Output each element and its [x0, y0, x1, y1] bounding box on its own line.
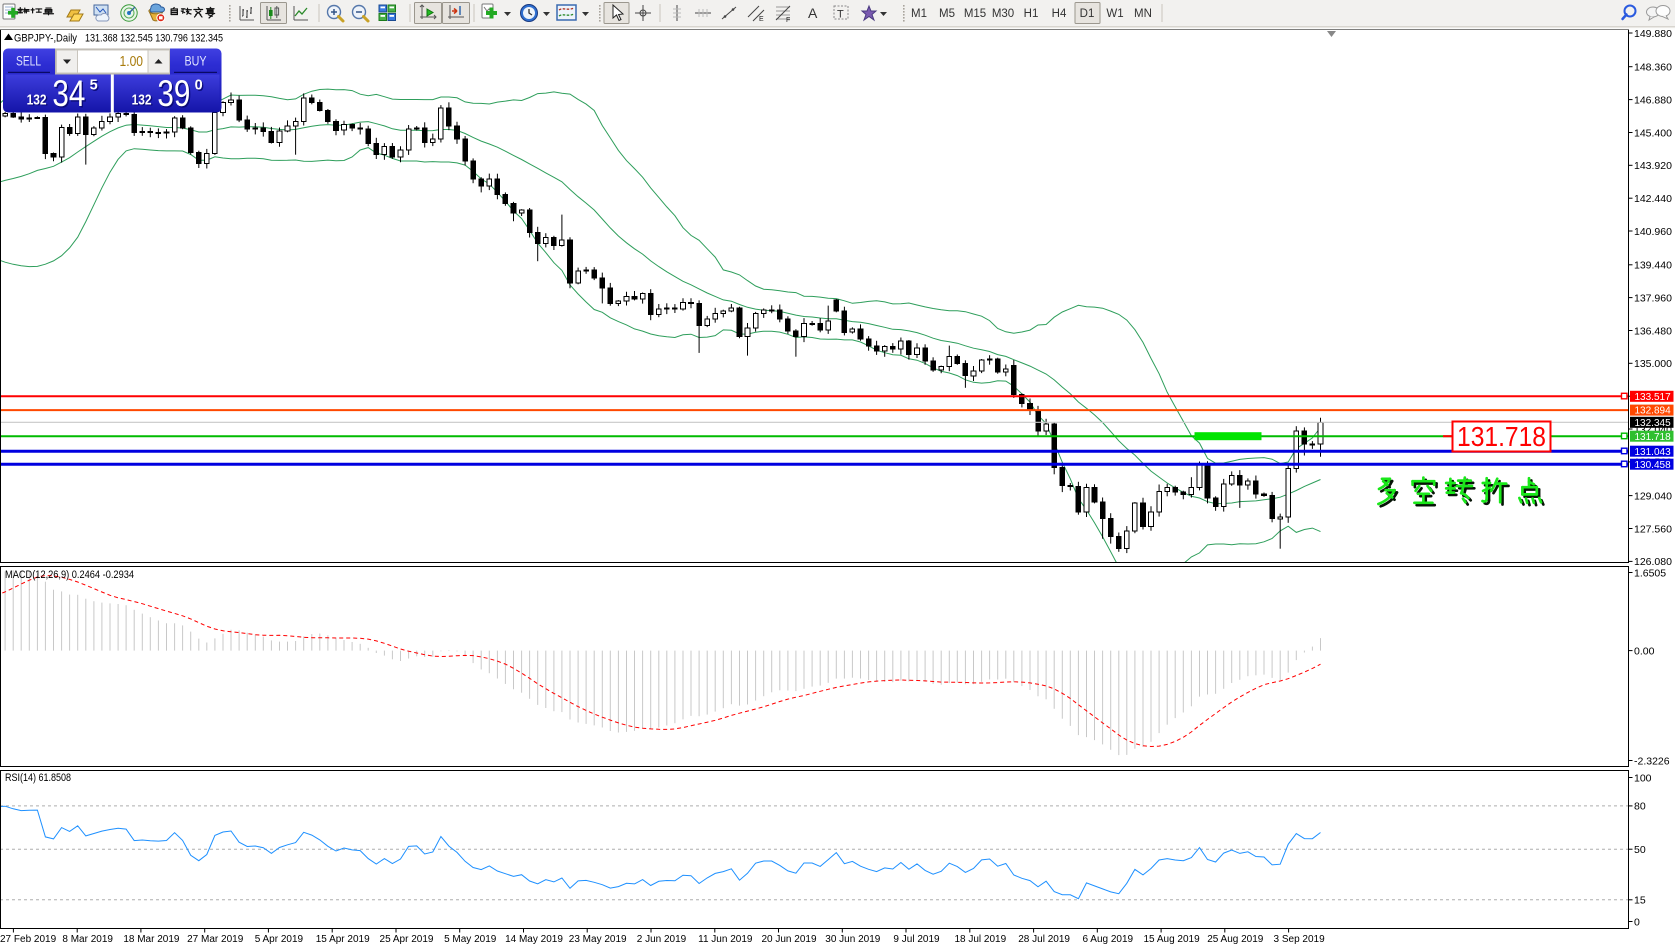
svg-text:126.080: 126.080: [1634, 556, 1672, 568]
svg-text:E: E: [759, 16, 764, 23]
svg-text:BUY: BUY: [185, 54, 207, 69]
svg-text:131.043: 131.043: [1635, 447, 1672, 458]
svg-text:1.6505: 1.6505: [1634, 567, 1666, 579]
svg-text:27 Feb 2019: 27 Feb 2019: [0, 934, 57, 945]
svg-text:23 May 2019: 23 May 2019: [569, 934, 627, 945]
svg-text:25 Aug 2019: 25 Aug 2019: [1207, 934, 1264, 945]
svg-text:0: 0: [1634, 916, 1640, 928]
svg-text:132: 132: [133, 93, 153, 110]
svg-text:M30: M30: [992, 8, 1014, 20]
svg-text:135.000: 135.000: [1634, 358, 1672, 370]
svg-text:SELL: SELL: [16, 54, 41, 69]
svg-text:132: 132: [27, 91, 47, 108]
svg-text:143.920: 143.920: [1634, 160, 1672, 172]
svg-text:-2.3226: -2.3226: [1634, 755, 1670, 767]
svg-text:15 Apr 2019: 15 Apr 2019: [316, 934, 370, 945]
svg-text:133.517: 133.517: [1635, 392, 1672, 403]
svg-text:149.880: 149.880: [1634, 28, 1672, 40]
svg-text:5: 5: [91, 79, 99, 95]
svg-text:20 Jun 2019: 20 Jun 2019: [761, 934, 816, 945]
svg-text:131.368 132.545 130.796 132.34: 131.368 132.545 130.796 132.345: [85, 33, 223, 45]
svg-text:139.440: 139.440: [1634, 260, 1672, 272]
svg-text:14 May 2019: 14 May 2019: [505, 934, 563, 945]
svg-text:30 Jun 2019: 30 Jun 2019: [825, 934, 880, 945]
svg-text:MACD(12,26,9) 0.2464 -0.2934: MACD(12,26,9) 0.2464 -0.2934: [5, 569, 134, 581]
svg-text:11 Jun 2019: 11 Jun 2019: [698, 934, 753, 945]
svg-text:132: 132: [28, 93, 48, 110]
svg-text:140.960: 140.960: [1634, 226, 1672, 238]
svg-text:GBPJPY-,Daily: GBPJPY-,Daily: [14, 33, 77, 45]
svg-text:MN: MN: [1134, 8, 1152, 20]
svg-text:132: 132: [132, 91, 152, 108]
svg-text:18 Mar 2019: 18 Mar 2019: [123, 934, 180, 945]
svg-text:127.560: 127.560: [1634, 523, 1672, 535]
svg-text:9 Jul 2019: 9 Jul 2019: [893, 934, 940, 945]
svg-text:27 Mar 2019: 27 Mar 2019: [187, 934, 244, 945]
svg-text:A: A: [808, 5, 818, 21]
svg-text:F: F: [786, 17, 790, 24]
svg-text:M15: M15: [964, 8, 986, 20]
svg-text:132.894: 132.894: [1635, 406, 1672, 417]
svg-text:15 Aug 2019: 15 Aug 2019: [1144, 934, 1201, 945]
svg-text:6 Aug 2019: 6 Aug 2019: [1082, 934, 1133, 945]
svg-text:148.360: 148.360: [1634, 62, 1672, 74]
svg-text:T: T: [837, 9, 844, 21]
svg-text:50: 50: [1634, 844, 1646, 856]
svg-text:0.00: 0.00: [1634, 645, 1655, 657]
svg-text:8 Mar 2019: 8 Mar 2019: [62, 934, 113, 945]
svg-text:131.718: 131.718: [1635, 432, 1672, 443]
svg-text:25 Apr 2019: 25 Apr 2019: [380, 934, 434, 945]
svg-text:80: 80: [1634, 801, 1646, 813]
svg-text:34: 34: [54, 74, 87, 115]
svg-text:3 Sep 2019: 3 Sep 2019: [1274, 934, 1326, 945]
svg-text:131.718: 131.718: [1457, 421, 1546, 452]
svg-text:W1: W1: [1106, 8, 1123, 20]
svg-text:146.880: 146.880: [1634, 94, 1672, 106]
svg-text:132.345: 132.345: [1635, 418, 1672, 429]
svg-text:5: 5: [90, 78, 98, 94]
svg-text:RSI(14) 61.8508: RSI(14) 61.8508: [5, 772, 71, 784]
svg-text:145.400: 145.400: [1634, 127, 1672, 139]
svg-text:39: 39: [159, 74, 192, 115]
svg-text:100: 100: [1634, 772, 1652, 784]
svg-text:129.040: 129.040: [1634, 490, 1672, 502]
svg-text:130.458: 130.458: [1635, 460, 1672, 471]
svg-text:137.960: 137.960: [1634, 292, 1672, 304]
svg-text:142.440: 142.440: [1634, 193, 1672, 205]
svg-text:M5: M5: [939, 8, 955, 20]
svg-text:1.00: 1.00: [120, 54, 144, 70]
svg-text:18 Jul 2019: 18 Jul 2019: [954, 934, 1006, 945]
svg-text:M1: M1: [911, 8, 927, 20]
svg-text:5 May 2019: 5 May 2019: [444, 934, 497, 945]
svg-text:39: 39: [157, 73, 190, 114]
svg-text:H1: H1: [1024, 8, 1039, 20]
svg-text:2 Jun 2019: 2 Jun 2019: [637, 934, 687, 945]
svg-text:0: 0: [196, 79, 204, 95]
svg-text:34: 34: [52, 73, 85, 114]
svg-text:D1: D1: [1080, 8, 1095, 20]
svg-text:0: 0: [195, 78, 203, 94]
svg-text:H4: H4: [1052, 8, 1067, 20]
svg-text:5 Apr 2019: 5 Apr 2019: [255, 934, 304, 945]
svg-text:15: 15: [1634, 895, 1646, 907]
svg-text:136.480: 136.480: [1634, 325, 1672, 337]
svg-text:28 Jul 2019: 28 Jul 2019: [1018, 934, 1070, 945]
